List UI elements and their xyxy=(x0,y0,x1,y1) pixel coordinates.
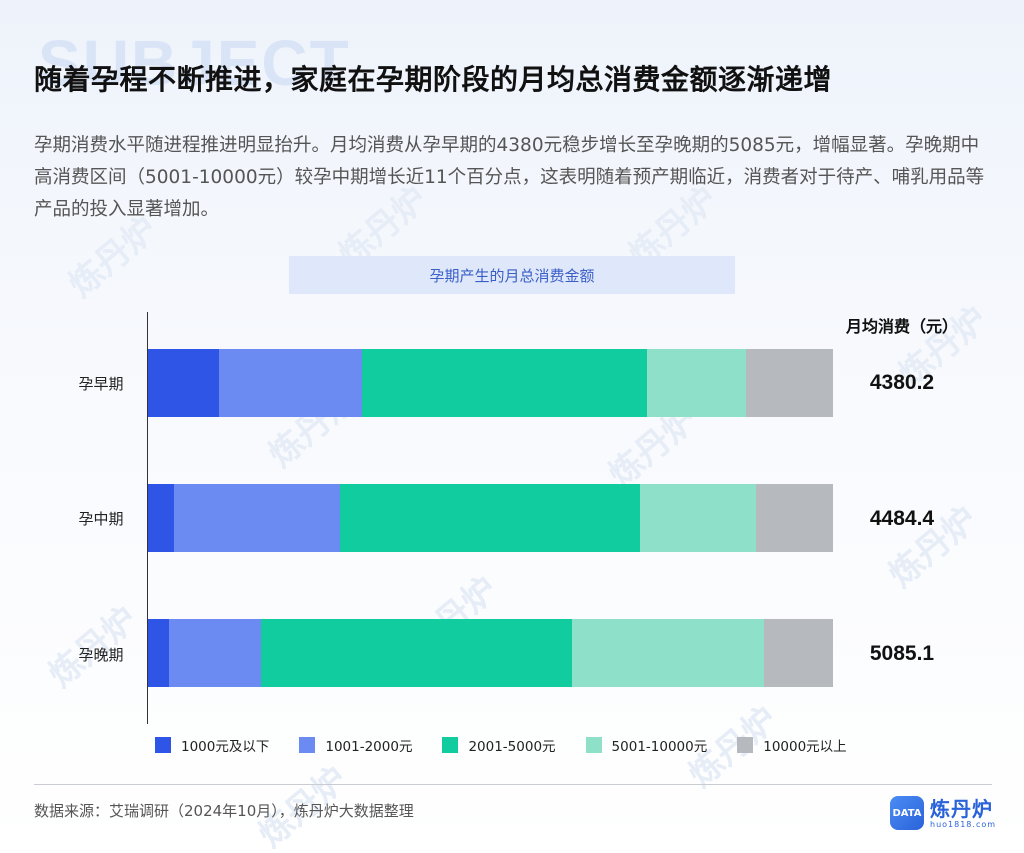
bar-segment xyxy=(572,619,764,687)
legend-label: 5001-10000元 xyxy=(611,739,708,755)
legend-item: 10000元以上 xyxy=(737,735,847,755)
bar-segment xyxy=(261,619,572,687)
bar-segment xyxy=(169,619,262,687)
logo-url: huo1818.com xyxy=(930,819,997,829)
bar-segment xyxy=(340,484,641,552)
footer-divider xyxy=(34,784,992,785)
legend-swatch xyxy=(737,737,754,753)
legend-label: 2001-5000元 xyxy=(468,739,556,755)
legend-swatch xyxy=(442,737,459,753)
category-label: 孕晚期 xyxy=(78,646,124,664)
bar-segment xyxy=(640,484,757,552)
chart-title: 孕期产生的月总消费金额 xyxy=(289,256,735,294)
bar-segment xyxy=(218,349,362,417)
monthly-average-value: 5085.1 xyxy=(869,642,935,665)
category-label: 孕早期 xyxy=(78,375,124,393)
data-source: 数据来源：艾瑞调研（2024年10月），炼丹炉大数据整理 xyxy=(34,802,414,820)
logo-icon: DATA xyxy=(890,796,924,830)
bar-segment xyxy=(763,619,833,687)
legend-swatch xyxy=(299,737,316,753)
monthly-average-value: 4484.4 xyxy=(869,507,935,530)
stacked-bar-early xyxy=(148,349,833,417)
legend-item: 1000元及以下 xyxy=(155,735,269,755)
bar-segment xyxy=(361,349,648,417)
monthly-average-value: 4380.2 xyxy=(869,371,935,394)
legend-label: 1000元及以下 xyxy=(181,739,270,755)
background-watermark-text: SUBJECT xyxy=(38,27,351,99)
legend-item: 1001-2000元 xyxy=(299,735,412,755)
stacked-bar-late xyxy=(148,619,833,687)
bar-segment xyxy=(148,349,219,417)
bar-segment xyxy=(148,619,170,687)
bar-segment xyxy=(756,484,833,552)
legend-swatch xyxy=(155,737,171,753)
y-axis-line xyxy=(147,312,148,724)
page-title: 随着孕程不断推进，家庭在孕期阶段的月均总消费金额逐渐递增 xyxy=(34,63,833,96)
bar-segment xyxy=(745,349,833,417)
page-description: 孕期消费水平随进程推进明显抬升。月均消费从孕早期的4380元稳步增长至孕晚期的5… xyxy=(34,135,985,220)
bar-segment xyxy=(148,484,175,552)
brand-logo: DATA 炼丹炉 huo1818.com xyxy=(890,796,996,830)
chart-legend: 1000元及以下 1001-2000元 2001-5000元 5001-1000… xyxy=(155,735,877,755)
stacked-bar-middle xyxy=(148,484,833,552)
category-label: 孕中期 xyxy=(78,510,124,528)
logo-name: 炼丹炉 xyxy=(930,796,993,821)
legend-item: 2001-5000元 xyxy=(442,735,556,755)
bar-segment xyxy=(174,484,341,552)
value-column-header: 月均消费（元） xyxy=(845,317,958,336)
legend-swatch xyxy=(585,737,602,753)
bar-segment xyxy=(647,349,746,417)
legend-label: 1001-2000元 xyxy=(325,739,413,755)
legend-item: 5001-10000元 xyxy=(585,735,708,755)
legend-label: 10000元以上 xyxy=(763,739,847,755)
